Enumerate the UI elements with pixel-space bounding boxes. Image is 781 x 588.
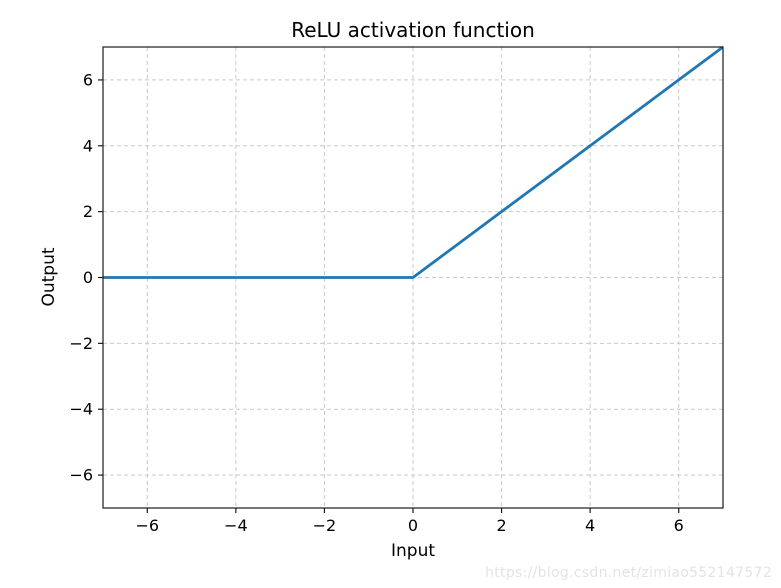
x-tick-label: 0 bbox=[408, 516, 418, 535]
x-tick-label: 2 bbox=[496, 516, 506, 535]
x-tick-label: 4 bbox=[585, 516, 595, 535]
y-tick-label: −4 bbox=[69, 400, 93, 419]
y-tick-label: 2 bbox=[83, 202, 93, 221]
watermark-text: https://blog.csdn.net/zimiao552147572 bbox=[485, 565, 772, 581]
x-tick-label: −6 bbox=[135, 516, 159, 535]
series-line-relu bbox=[103, 45, 724, 279]
chart-title: ReLU activation function bbox=[291, 18, 535, 42]
y-tick-label: 0 bbox=[83, 268, 93, 287]
y-tick-label: −6 bbox=[69, 466, 93, 485]
y-axis-label: Output bbox=[39, 247, 59, 307]
x-tick-label: −4 bbox=[224, 516, 248, 535]
x-axis-label: Input bbox=[390, 541, 436, 561]
y-tick-label: −2 bbox=[69, 334, 93, 353]
x-tick-label: −2 bbox=[313, 516, 337, 535]
y-tick-label: 6 bbox=[83, 70, 93, 89]
x-tick-label: 6 bbox=[674, 516, 684, 535]
y-tick-label: 4 bbox=[83, 136, 93, 155]
